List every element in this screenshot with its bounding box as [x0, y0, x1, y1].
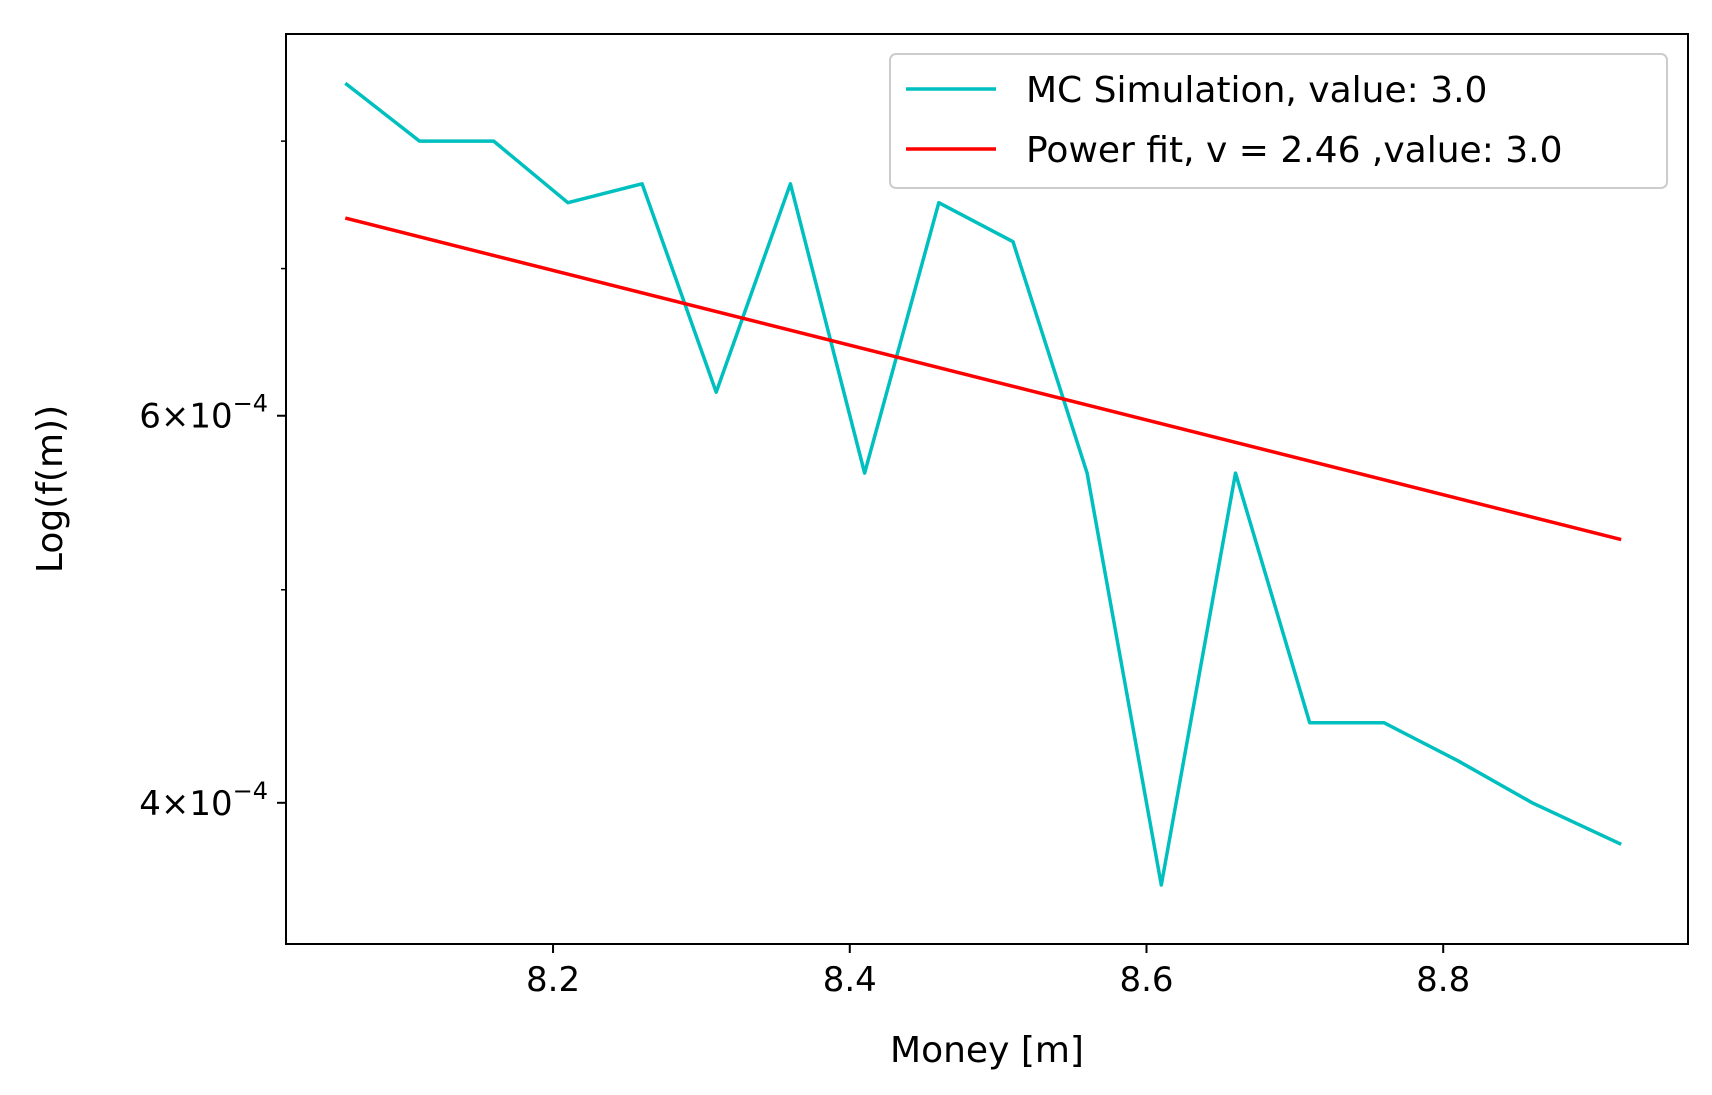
- y-tick-mantissa: 4: [139, 784, 161, 824]
- x-tick-label: 8.4: [823, 960, 877, 1000]
- legend-label-1: Power fit, v = 2.46 ,value: 3.0: [1026, 130, 1563, 171]
- y-axis: 4×10−46×10−4: [139, 140, 286, 824]
- legend-box: [889, 53, 1668, 189]
- y-tick-times: ×10: [161, 397, 233, 437]
- x-tick-label: 8.8: [1416, 960, 1470, 1000]
- y-tick-exponent: −4: [233, 777, 268, 805]
- legend-label-0: MC Simulation, value: 3.0: [1026, 70, 1487, 111]
- plot-frame: [285, 33, 1689, 945]
- x-axis-label: Money [m]: [890, 1030, 1084, 1071]
- y-tick-label: 4×10−4: [139, 777, 268, 824]
- legend: MC Simulation, value: 3.0 Power fit, v = …: [889, 53, 1668, 189]
- x-tick-label: 8.6: [1119, 960, 1173, 1000]
- x-axis: 8.2 8.4 8.6 8.8: [526, 944, 1470, 1000]
- series-line-0: [344, 81, 1622, 887]
- y-tick-mantissa: 6: [139, 397, 161, 437]
- x-tick-label: 8.2: [526, 960, 580, 1000]
- y-tick-label: 6×10−4: [139, 390, 268, 437]
- y-axis-label: Log(f(m)): [30, 405, 71, 573]
- series-layer: [344, 81, 1622, 887]
- y-tick-times: ×10: [161, 784, 233, 824]
- y-tick-exponent: −4: [233, 390, 268, 418]
- series-line-1: [344, 216, 1622, 542]
